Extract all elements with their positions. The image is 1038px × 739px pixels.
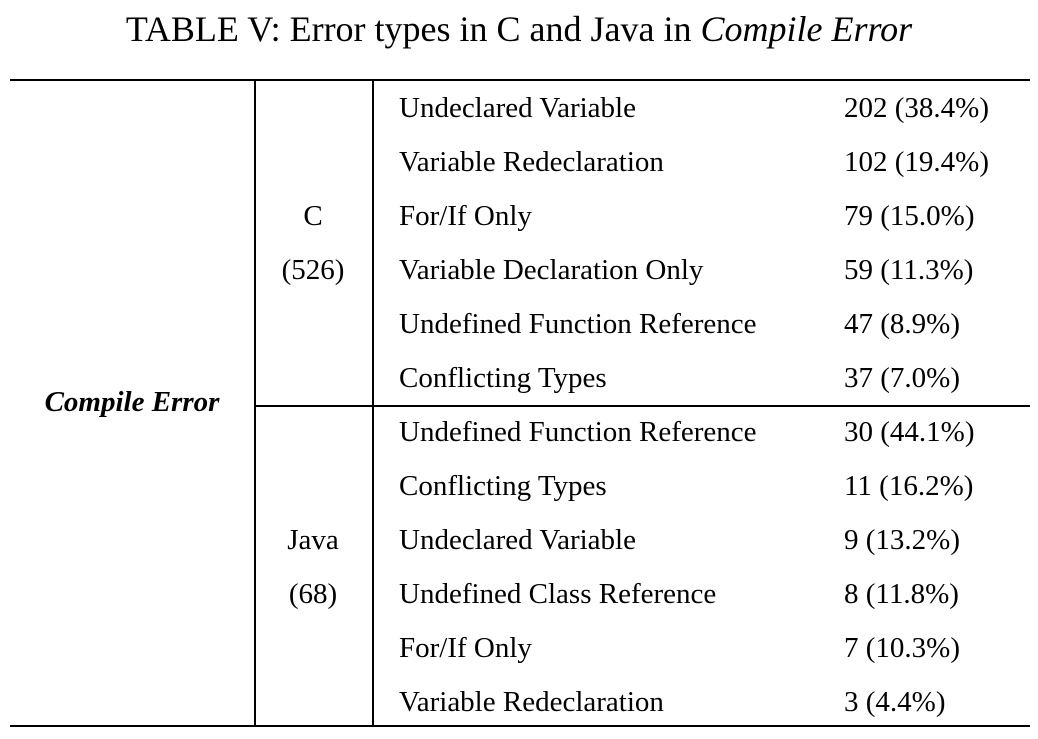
error-count: 8 (11.8%) [844, 578, 959, 610]
table-caption: TABLE V: Error types in C and Java in Co… [0, 6, 1038, 52]
error-count: 7 (10.3%) [844, 632, 960, 664]
category-label: Compile Error [44, 386, 220, 418]
error-count: 102 (19.4%) [844, 146, 989, 178]
error-type: Conflicting Types [399, 362, 607, 394]
language-name: Java [287, 524, 339, 556]
error-rows-c: Undeclared Variable 202 (38.4%) Variable… [399, 81, 1030, 405]
table-row: Conflicting Types 11 (16.2%) [399, 459, 1030, 513]
error-type: Variable Declaration Only [399, 254, 704, 286]
table-row: Undefined Function Reference 47 (8.9%) [399, 297, 1030, 351]
table-row: Undefined Function Reference 30 (44.1%) [399, 405, 1030, 459]
error-type: Conflicting Types [399, 470, 607, 502]
language-name: C [303, 200, 323, 232]
error-type: Undefined Function Reference [399, 308, 757, 340]
caption-prefix: TABLE V: Error types in C and Java in [125, 9, 701, 49]
error-count: 202 (38.4%) [844, 92, 989, 124]
error-type: For/If Only [399, 632, 532, 664]
table-row: Undeclared Variable 202 (38.4%) [399, 81, 1030, 135]
table-row: Undeclared Variable 9 (13.2%) [399, 513, 1030, 567]
table-row: Undefined Class Reference 8 (11.8%) [399, 567, 1030, 621]
language-cell-c: C (526) [254, 189, 372, 297]
error-type: Variable Redeclaration [399, 146, 664, 178]
language-cell-java: Java (68) [254, 513, 372, 621]
caption-italic: Compile Error [700, 9, 913, 49]
error-type: Undefined Class Reference [399, 578, 717, 610]
error-type: For/If Only [399, 200, 532, 232]
error-type: Undefined Function Reference [399, 416, 757, 448]
error-count: 59 (11.3%) [844, 254, 974, 286]
error-type: Variable Redeclaration [399, 686, 664, 718]
table-row: Conflicting Types 37 (7.0%) [399, 351, 1030, 405]
error-count: 9 (13.2%) [844, 524, 960, 556]
error-count: 11 (16.2%) [844, 470, 974, 502]
table-row: For/If Only 79 (15.0%) [399, 189, 1030, 243]
language-total: (68) [288, 578, 338, 610]
error-count: 79 (15.0%) [844, 200, 975, 232]
error-count: 47 (8.9%) [844, 308, 960, 340]
table-bottom-rule [10, 725, 1030, 727]
error-count: 3 (4.4%) [844, 686, 946, 718]
table-row: Variable Redeclaration 102 (19.4%) [399, 135, 1030, 189]
error-type: Undeclared Variable [399, 524, 636, 556]
table-row: For/If Only 7 (10.3%) [399, 621, 1030, 675]
error-rows-java: Undefined Function Reference 30 (44.1%) … [399, 405, 1030, 729]
table-top-rule [10, 79, 1030, 81]
table-row: Variable Redeclaration 3 (4.4%) [399, 675, 1030, 729]
column-divider-language [372, 80, 374, 726]
error-type: Undeclared Variable [399, 92, 636, 124]
column-divider-category [254, 80, 256, 726]
table-row: Variable Declaration Only 59 (11.3%) [399, 243, 1030, 297]
error-count: 37 (7.0%) [844, 362, 960, 394]
error-count: 30 (44.1%) [844, 416, 975, 448]
language-total: (526) [281, 254, 345, 286]
group-separator-rule [254, 405, 1030, 407]
